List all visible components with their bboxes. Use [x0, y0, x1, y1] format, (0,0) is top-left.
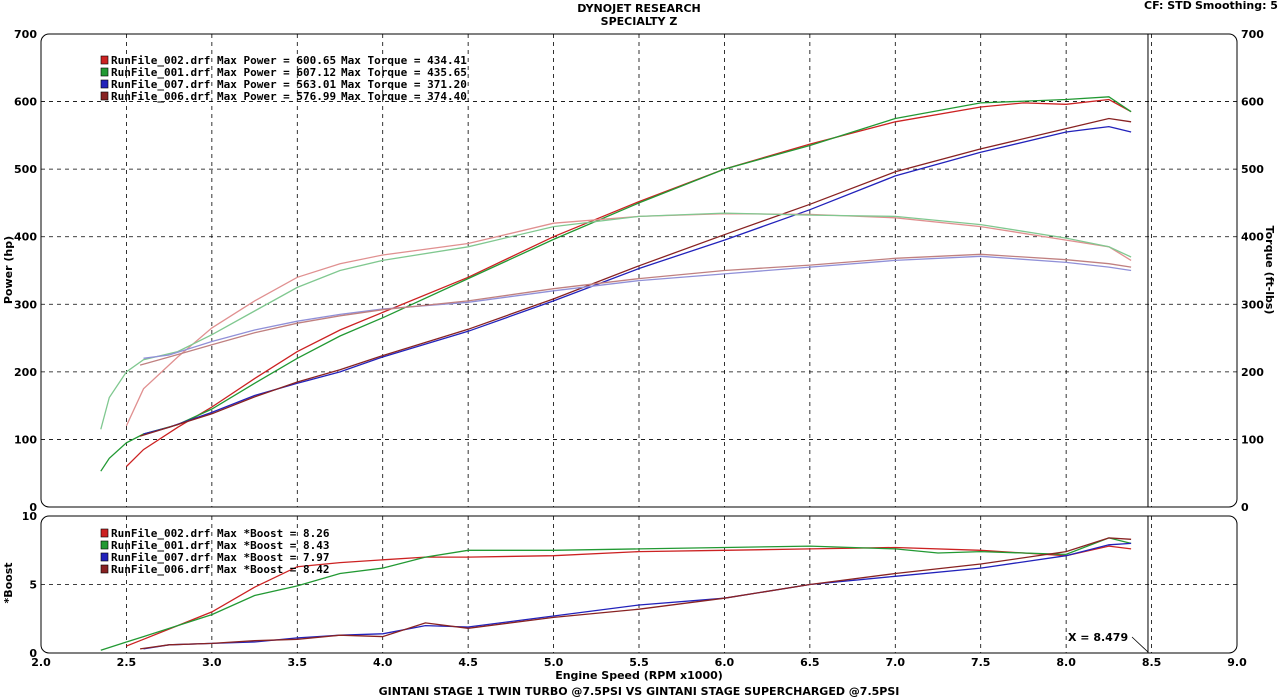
legend-entry: RunFile_001.drf Max *Boost = 8.43 — [111, 539, 330, 552]
y2-tick-label: 600 — [1241, 96, 1264, 109]
y2-tick-label: 100 — [1241, 433, 1264, 446]
x-tick-label: 8.5 — [1142, 656, 1162, 669]
boost-tick-label: 5 — [29, 579, 37, 592]
legend-swatch — [100, 91, 109, 101]
series-line-runfile002drf-power — [125, 98, 1132, 467]
legend-torque: Max Torque = 434.41 — [341, 54, 467, 67]
y2-tick-label: 400 — [1241, 231, 1264, 244]
legend-swatch — [100, 55, 109, 65]
legend-swatch — [100, 79, 109, 89]
top-series — [100, 96, 1132, 472]
legend-entry: RunFile_002.drf Max Power = 600.65 — [111, 54, 336, 67]
legend-swatch — [100, 540, 109, 550]
y-tick-label: 0 — [29, 501, 37, 514]
boost-axis-label: *Boost — [2, 562, 15, 603]
legend-entry: RunFile_006.drf Max *Boost = 8.42 — [111, 563, 330, 576]
power-axis-label: Power (hp) — [2, 236, 15, 304]
x-tick-label: 6.0 — [715, 656, 735, 669]
cf-label: CF: STD — [1144, 0, 1192, 12]
series-line-runfile006drf-torque — [139, 253, 1132, 366]
boost-tick-label: 10 — [22, 510, 38, 523]
bottom-legend: RunFile_002.drf Max *Boost = 8.26RunFile… — [100, 527, 330, 576]
legend-torque: Max Torque = 374.40 — [341, 90, 467, 103]
legend-swatch — [100, 528, 109, 538]
series-line-runfile006drf — [140, 537, 1132, 650]
chart-title: DYNOJET RESEARCH — [577, 2, 700, 15]
legend-entry: RunFile_007.drf Max *Boost = 7.97 — [111, 551, 330, 564]
series-line-runfile001drf-torque — [100, 212, 1132, 430]
legend-entry: RunFile_001.drf Max Power = 607.12 — [111, 66, 336, 79]
bottom-y-ticks: 0 5 10 — [22, 510, 38, 660]
y2-tick-label: 700 — [1241, 28, 1264, 41]
x-tick-label: 7.0 — [886, 656, 906, 669]
series-line-runfile007drf-power — [143, 125, 1132, 435]
torque-axis-label: Torque (ft-lbs) — [1263, 226, 1276, 315]
x-tick-label: 3.0 — [202, 656, 222, 669]
x-axis-label: Engine Speed (RPM x1000) — [555, 669, 723, 682]
legend-torque: Max Torque = 435.65 — [341, 66, 467, 79]
x-tick-label: 9.0 — [1227, 656, 1247, 669]
y-tick-label: 400 — [14, 231, 37, 244]
x-tick-label: 6.5 — [800, 656, 820, 669]
x-tick-label: 4.0 — [373, 656, 393, 669]
y2-tick-label: 500 — [1241, 163, 1264, 176]
legend-entry: RunFile_002.drf Max *Boost = 8.26 — [111, 527, 330, 540]
y2-tick-label: 300 — [1241, 298, 1264, 311]
rpm-cursor[interactable]: X = 8.479 — [1068, 34, 1149, 653]
footer-caption: GINTANI STAGE 1 TWIN TURBO @7.5PSI VS GI… — [379, 685, 900, 698]
x-tick-label: 4.5 — [458, 656, 478, 669]
x-tick-label: 2.0 — [31, 656, 51, 669]
x-tick-label: 5.0 — [544, 656, 564, 669]
bottom-series — [100, 537, 1132, 651]
legend-entry: RunFile_007.drf Max Power = 563.01 — [111, 78, 337, 91]
legend-swatch — [100, 552, 109, 562]
y-tick-label: 200 — [14, 366, 37, 379]
y-tick-label: 700 — [14, 28, 37, 41]
cursor-label: X = 8.479 — [1068, 631, 1128, 644]
y-tick-label: 100 — [14, 433, 37, 446]
chart-subtitle: SPECIALTY Z — [601, 15, 678, 28]
x-tick-label: 7.5 — [971, 656, 991, 669]
top-grid — [41, 34, 1237, 507]
series-line-runfile007drf — [143, 542, 1132, 650]
bottom-grid — [41, 516, 1237, 653]
legend-swatch — [100, 564, 109, 574]
x-tick-label: 2.5 — [117, 656, 137, 669]
y-tick-label: 300 — [14, 298, 37, 311]
boost-tick-label: 0 — [29, 647, 37, 660]
y-tick-label: 500 — [14, 163, 37, 176]
smoothing-label: Smoothing: 5 — [1195, 0, 1278, 12]
y-tick-label: 600 — [14, 96, 37, 109]
y2-tick-label: 0 — [1241, 501, 1249, 514]
x-tick-label: 8.0 — [1056, 656, 1076, 669]
series-line-runfile002drf-torque — [125, 213, 1132, 427]
top-y-ticks: 0 100 200 300 400 500 600 700 — [14, 28, 37, 514]
top-legend: RunFile_002.drf Max Power = 600.65 Max To… — [100, 54, 467, 103]
x-tick-label: 3.5 — [288, 656, 308, 669]
y2-tick-label: 200 — [1241, 366, 1264, 379]
top-y2-ticks: 0 100 200 300 400 500 600 700 — [1241, 28, 1264, 514]
series-line-runfile001drf — [100, 537, 1132, 651]
cursor-pointer — [1131, 636, 1149, 653]
legend-swatch — [100, 67, 109, 77]
legend-entry: RunFile_006.drf Max Power = 576.99 — [111, 90, 336, 103]
series-line-runfile007drf-torque — [143, 255, 1132, 359]
x-ticks: 2.0 2.5 3.0 3.5 4.0 4.5 5.0 5.5 6.0 6.5 7.0 7.5 8.0 8… — [31, 656, 1247, 669]
x-tick-label: 5.5 — [629, 656, 649, 669]
series-line-runfile006drf-power — [139, 117, 1132, 437]
series-line-runfile002drf — [126, 545, 1132, 647]
legend-torque: Max Torque = 371.20 — [341, 78, 467, 91]
